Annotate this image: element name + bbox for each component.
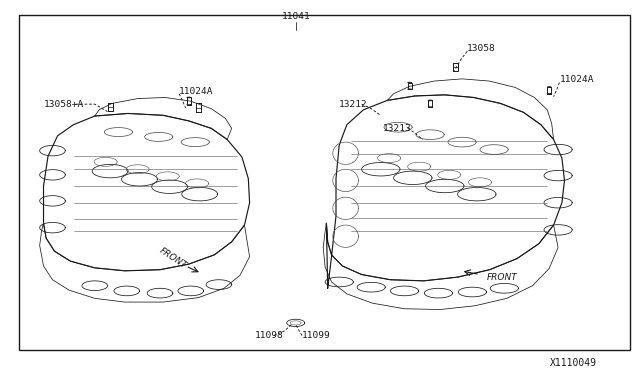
- Text: 11024A: 11024A: [179, 87, 214, 96]
- Text: FRONT: FRONT: [157, 246, 188, 271]
- Bar: [19, 15, 630, 350]
- Text: FRONT: FRONT: [486, 273, 517, 282]
- Text: 11024A: 11024A: [560, 76, 595, 84]
- Text: 11099: 11099: [302, 331, 331, 340]
- Text: 11041: 11041: [282, 12, 310, 21]
- Text: 13212: 13212: [339, 100, 368, 109]
- Text: 13213: 13213: [383, 124, 412, 133]
- Text: X1110049: X1110049: [550, 358, 597, 368]
- Text: 11098: 11098: [255, 331, 284, 340]
- Text: 13058: 13058: [467, 44, 496, 53]
- Text: 13058+A: 13058+A: [44, 100, 84, 109]
